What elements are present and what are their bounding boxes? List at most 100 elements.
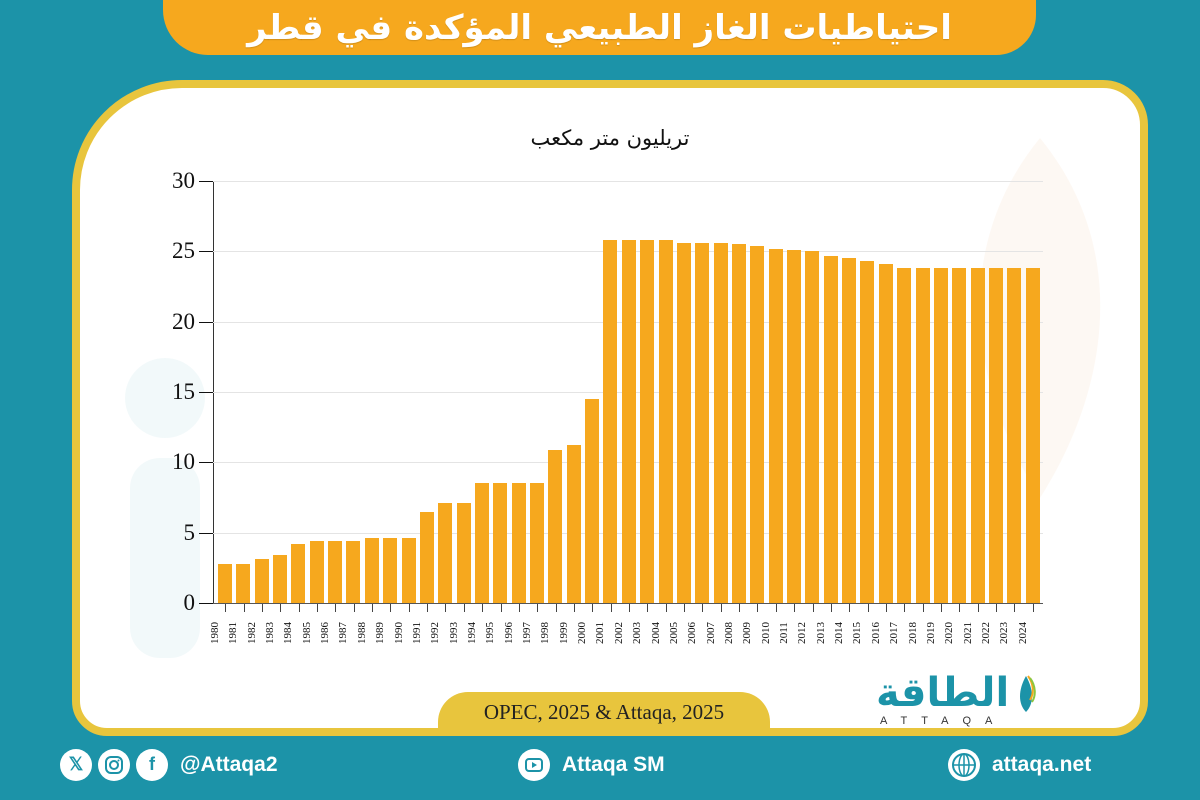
logo-arabic-text: الطاقة (876, 670, 1010, 716)
x-tick-mark (573, 604, 575, 612)
bar-2015 (860, 261, 875, 603)
page-title: احتياطيات الغاز الطبيعي المؤكدة في قطر (247, 7, 952, 48)
x-tick-mark (555, 604, 557, 612)
source-tab: OPEC, 2025 & Attaqa, 2025 (438, 692, 770, 728)
bar-1984 (291, 543, 306, 603)
y-tick-label: 5 (183, 519, 196, 545)
bar-2003 (640, 240, 655, 603)
bar-chart: 0 5 10 15 20 25 30 1980 1981 1982 1983 1984 1985 1986… (172, 169, 1043, 644)
x-tick-mark (885, 604, 887, 612)
instagram-icon[interactable] (98, 748, 130, 781)
bar-1987 (346, 541, 361, 603)
chart-panel: تريليون متر مكعب 0 5 10 15 20 25 30 1980 1981 198… (72, 80, 1148, 736)
x-tick-mark (610, 604, 612, 612)
x-tick-mark (427, 604, 429, 612)
bar-2004 (658, 240, 673, 603)
bar-2000 (585, 399, 600, 603)
x-tick-mark (1014, 604, 1016, 612)
bar-2018 (915, 268, 930, 603)
x-tick-mark (225, 604, 227, 612)
bar-2001 (603, 240, 618, 603)
bar-2024 (1025, 268, 1040, 603)
youtube-link[interactable]: Attaqa SM (518, 742, 665, 787)
bar-2019 (933, 268, 948, 603)
x-tick-mark (977, 604, 979, 612)
bar-1996 (511, 483, 526, 603)
x-tick-mark (261, 604, 263, 612)
y-tick-mark (199, 321, 213, 323)
bar-1998 (548, 449, 563, 603)
x-tick-mark (537, 604, 539, 612)
source-text: OPEC, 2025 & Attaqa, 2025 (483, 699, 725, 724)
x-tick-label: 2024 (1016, 622, 1029, 644)
x-tick-mark (996, 604, 998, 612)
x-tick-mark (959, 604, 961, 612)
x-tick-mark (445, 604, 447, 612)
bar-2007 (713, 242, 728, 603)
x-tick-mark (482, 604, 484, 612)
globe-icon[interactable] (948, 748, 980, 781)
bar-2023 (1007, 268, 1022, 603)
logo-latin-text: ATTAQA (880, 715, 1007, 727)
y-tick-label: 0 (183, 590, 196, 615)
x-tick-mark (592, 604, 594, 612)
bar-1980 (218, 563, 232, 603)
bar-1997 (530, 483, 545, 603)
y-axis-unit-label: تريليون متر مكعب (530, 126, 690, 150)
bar-2020 (952, 268, 967, 603)
bar-2014 (842, 258, 857, 603)
x-tick-mark (812, 604, 814, 612)
website-link[interactable]: attaqa.net (948, 742, 1091, 787)
attaqa-logo: الطاقة ATTAQA (876, 670, 1056, 728)
x-tick-mark (922, 604, 924, 612)
social-handle-link[interactable]: @Attaqa2 (180, 752, 278, 776)
x-axis (213, 603, 1043, 604)
x-tick-mark (739, 604, 741, 612)
youtube-icon[interactable] (518, 748, 550, 781)
bar-1989 (383, 538, 398, 603)
x-tick-mark (353, 604, 355, 612)
bar-1999 (566, 445, 581, 603)
y-tick-mark (199, 462, 213, 464)
x-icon[interactable]: 𝕏 (60, 748, 92, 781)
bar-1988 (364, 538, 379, 603)
y-tick-label: 25 (172, 238, 195, 264)
website-text[interactable]: attaqa.net (992, 752, 1092, 776)
bar-1983 (273, 555, 288, 603)
bar-2016 (878, 264, 893, 603)
y-tick-mark (199, 251, 213, 253)
facebook-icon[interactable]: f (136, 748, 168, 781)
flame-drop-icon (1020, 675, 1036, 712)
bar-1990 (401, 538, 416, 603)
x-tick-mark (904, 604, 906, 612)
x-tick-mark (757, 604, 759, 612)
x-tick-mark (647, 604, 649, 612)
title-banner: احتياطيات الغاز الطبيعي المؤكدة في قطر (163, 0, 1036, 55)
x-tick-mark (775, 604, 777, 612)
x-tick-mark (830, 604, 832, 612)
bar-2013 (823, 255, 838, 603)
x-tick-mark (665, 604, 667, 612)
x-tick-mark (794, 604, 796, 612)
x-tick-mark (243, 604, 245, 612)
x-tick-mark (518, 604, 520, 612)
x-tick-mark (372, 604, 374, 612)
x-tick-mark (720, 604, 722, 612)
y-tick-mark (199, 181, 213, 182)
y-tick-label: 30 (172, 168, 195, 193)
x-tick-mark (941, 604, 943, 612)
bar-2022 (988, 268, 1003, 603)
y-tick-mark (199, 532, 213, 534)
youtube-channel-text[interactable]: Attaqa SM (562, 752, 665, 776)
x-tick-mark (1032, 604, 1034, 612)
x-tick-mark (298, 604, 300, 612)
x-tick-mark (684, 604, 686, 612)
bar-2010 (768, 248, 783, 603)
y-tick-label: 20 (172, 308, 195, 334)
y-tick-label: 15 (172, 379, 195, 404)
bar-2009 (750, 245, 765, 603)
x-tick-mark (335, 604, 337, 612)
x-tick-mark (867, 604, 869, 612)
x-tick-mark (280, 604, 282, 612)
y-tick-mark (199, 603, 213, 604)
